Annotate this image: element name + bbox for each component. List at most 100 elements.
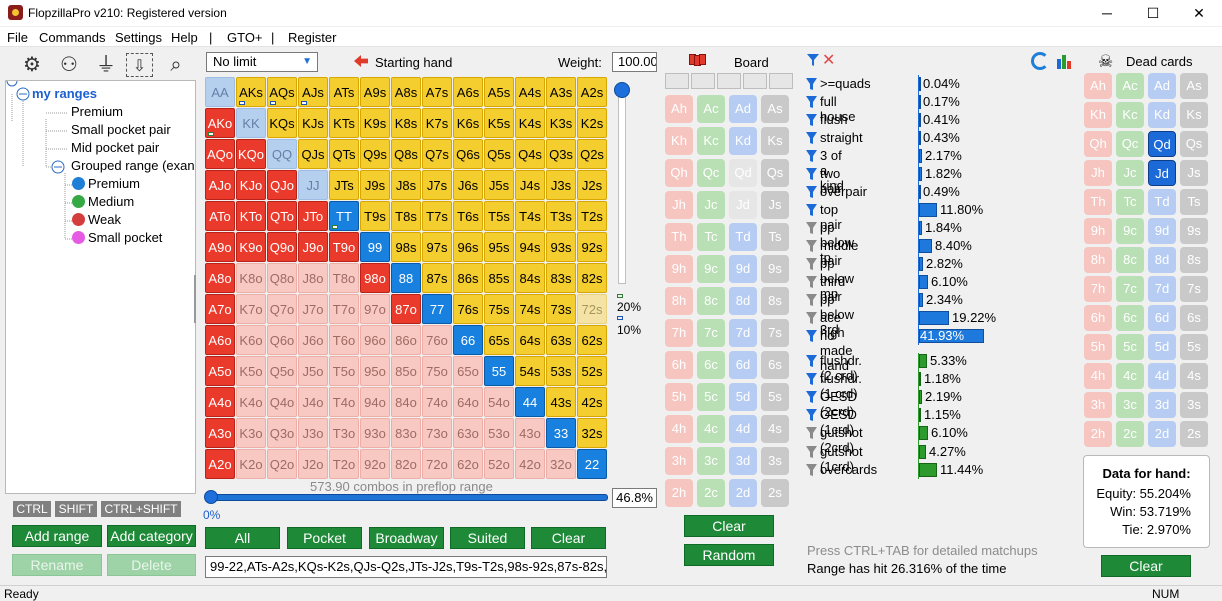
hand-cell[interactable]: J6o: [298, 325, 328, 355]
dead-card[interactable]: Td: [1148, 189, 1176, 215]
refresh-icon[interactable]: [1031, 52, 1049, 70]
range-slider-thumb[interactable]: [204, 490, 218, 504]
dead-card[interactable]: 5d: [1148, 334, 1176, 360]
weight-input[interactable]: 100.00: [612, 52, 657, 72]
hand-cell[interactable]: A8o: [205, 263, 235, 293]
hand-cell[interactable]: 97s: [422, 232, 452, 262]
board-card[interactable]: 7c: [697, 319, 725, 347]
hand-cell[interactable]: 32o: [546, 449, 576, 479]
hand-cell[interactable]: K6o: [236, 325, 266, 355]
board-card[interactable]: Qh: [665, 159, 693, 187]
hand-cell[interactable]: 66: [453, 325, 483, 355]
dead-card[interactable]: 7d: [1148, 276, 1176, 302]
hand-cell[interactable]: 96o: [360, 325, 390, 355]
stat-label[interactable]: flushdr. (1 crd): [820, 371, 862, 402]
hand-cell[interactable]: 86s: [453, 263, 483, 293]
hand-cell[interactable]: 64s: [515, 325, 545, 355]
board-card[interactable]: 8d: [729, 287, 757, 315]
hand-cell[interactable]: 97o: [360, 294, 390, 324]
filter-toggle-icon[interactable]: [806, 186, 817, 198]
dead-card[interactable]: 6s: [1180, 305, 1208, 331]
hand-cell[interactable]: KQs: [267, 108, 297, 138]
range-percent-input[interactable]: 46.8%: [612, 488, 657, 508]
hand-cell[interactable]: 72s: [577, 294, 607, 324]
hand-cell[interactable]: A3o: [205, 418, 235, 448]
hand-cell[interactable]: 52s: [577, 356, 607, 386]
board-card[interactable]: 9d: [729, 255, 757, 283]
search-icon[interactable]: ⌕: [170, 54, 182, 76]
hand-cell[interactable]: AJs: [298, 77, 328, 107]
menu-commands[interactable]: Commands: [39, 30, 106, 45]
hand-cell[interactable]: 94o: [360, 387, 390, 417]
hand-cell[interactable]: K8o: [236, 263, 266, 293]
board-card[interactable]: 4h: [665, 415, 693, 443]
dead-card[interactable]: 4s: [1180, 363, 1208, 389]
dead-card[interactable]: Ad: [1148, 73, 1176, 99]
stat-label[interactable]: top pair: [820, 202, 842, 232]
add-range-button[interactable]: Add range: [12, 525, 102, 547]
hand-cell[interactable]: T2s: [577, 201, 607, 231]
hand-cell[interactable]: KTs: [329, 108, 359, 138]
hand-cell[interactable]: JTs: [329, 170, 359, 200]
board-card[interactable]: Ah: [665, 95, 693, 123]
dead-card[interactable]: Js: [1180, 160, 1208, 186]
dead-card[interactable]: 3h: [1084, 392, 1112, 418]
board-card[interactable]: 8h: [665, 287, 693, 315]
hand-cell[interactable]: AJo: [205, 170, 235, 200]
back-arrow-icon[interactable]: [354, 55, 368, 67]
hand-cell[interactable]: AQs: [267, 77, 297, 107]
select-all-button[interactable]: All: [205, 527, 280, 549]
board-card[interactable]: Ad: [729, 95, 757, 123]
tree-root-my-ranges[interactable]: my ranges: [32, 86, 98, 101]
hand-cell[interactable]: 63s: [546, 325, 576, 355]
gear-icon[interactable]: ⚙: [23, 54, 41, 76]
hand-cell[interactable]: 43o: [515, 418, 545, 448]
hand-cell[interactable]: Q8s: [391, 139, 421, 169]
hand-cell[interactable]: 93o: [360, 418, 390, 448]
menu-gto[interactable]: GTO+: [227, 30, 263, 45]
filter-toggle-icon[interactable]: [806, 240, 817, 252]
hand-cell[interactable]: 65s: [484, 325, 514, 355]
hand-cell[interactable]: T5o: [329, 356, 359, 386]
range-text-input[interactable]: 99-22,ATs-A2s,KQs-K2s,QJs-Q2s,JTs-J2s,T9…: [205, 556, 607, 578]
hand-cell[interactable]: A8s: [391, 77, 421, 107]
hand-cell[interactable]: J3s: [546, 170, 576, 200]
tree-item-small-pocket-pair[interactable]: Small pocket pair: [71, 122, 171, 137]
hand-cell[interactable]: AKo: [205, 108, 235, 138]
filter-toggle-icon[interactable]: [806, 222, 817, 234]
board-card[interactable]: Tc: [697, 223, 725, 251]
hand-cell[interactable]: AQo: [205, 139, 235, 169]
hand-cell[interactable]: J3o: [298, 418, 328, 448]
weight-vertical-slider[interactable]: [618, 84, 626, 284]
hand-cell[interactable]: KTo: [236, 201, 266, 231]
users-icon[interactable]: ⚇: [60, 54, 78, 76]
board-card[interactable]: 5s: [761, 383, 789, 411]
dead-card[interactable]: Kd: [1148, 102, 1176, 128]
hand-cell[interactable]: 75o: [422, 356, 452, 386]
board-card[interactable]: 6h: [665, 351, 693, 379]
board-card[interactable]: Ac: [697, 95, 725, 123]
hand-cell[interactable]: T9s: [360, 201, 390, 231]
hand-cell[interactable]: A5s: [484, 77, 514, 107]
hand-cell[interactable]: T4s: [515, 201, 545, 231]
board-card[interactable]: Ts: [761, 223, 789, 251]
hand-cell[interactable]: 82o: [391, 449, 421, 479]
filter-toggle-icon[interactable]: [806, 463, 817, 476]
hand-cell[interactable]: 99: [360, 232, 390, 262]
hand-cell[interactable]: 74s: [515, 294, 545, 324]
dead-card[interactable]: Jc: [1116, 160, 1144, 186]
hand-cell[interactable]: 85s: [484, 263, 514, 293]
hand-cell[interactable]: 77: [422, 294, 452, 324]
board-random-button[interactable]: Random: [684, 544, 774, 566]
board-card[interactable]: 3d: [729, 447, 757, 475]
hand-cell[interactable]: 84o: [391, 387, 421, 417]
stat-label[interactable]: two pair: [820, 166, 842, 196]
board-card[interactable]: Qd: [729, 159, 757, 187]
filter-toggle-icon[interactable]: [806, 312, 817, 324]
hand-cell[interactable]: KK: [236, 108, 266, 138]
dead-card[interactable]: Qh: [1084, 131, 1112, 157]
hand-cell[interactable]: Q6o: [267, 325, 297, 355]
board-clear-button[interactable]: Clear: [684, 515, 774, 537]
hand-cell[interactable]: K5s: [484, 108, 514, 138]
hand-cell[interactable]: Q4s: [515, 139, 545, 169]
